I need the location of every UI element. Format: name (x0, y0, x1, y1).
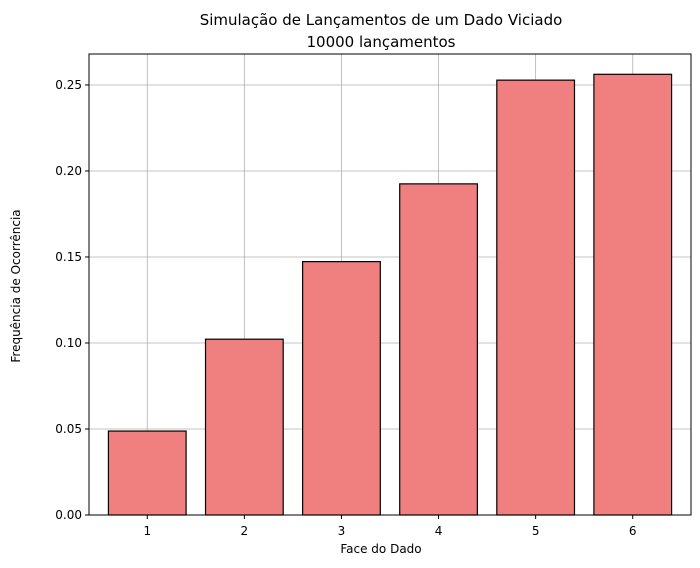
x-tick-label: 6 (629, 524, 637, 538)
y-tick-label: 0.10 (55, 336, 82, 350)
x-tick-label: 5 (532, 524, 540, 538)
x-tick-label: 4 (435, 524, 443, 538)
tick-layer: 1 2 3 4 5 6 0.00 0.05 0.10 0.15 0.20 0.25 (55, 78, 636, 538)
y-tick-label: 0.00 (55, 508, 82, 522)
chart-subtitle: 10000 lançamentos (306, 33, 455, 51)
bar-face-1 (107, 430, 187, 516)
x-tick-label: 1 (143, 524, 151, 538)
chart-title: Simulação de Lançamentos de um Dado Vici… (200, 11, 563, 29)
bar-face-5 (496, 79, 576, 516)
x-tick-label: 3 (338, 524, 346, 538)
bar-face-3 (302, 261, 381, 516)
y-tick-label: 0.20 (55, 164, 82, 178)
x-tick-label: 2 (241, 524, 249, 538)
y-tick-label: 0.15 (55, 250, 82, 264)
bar-face-2 (204, 338, 284, 516)
y-tick-label: 0.25 (55, 78, 82, 92)
x-axis-label: Face do Dado (340, 542, 421, 556)
bar-face-6 (593, 73, 673, 516)
y-axis-label: Frequência de Ocorrência (9, 209, 23, 362)
y-tick-label: 0.05 (55, 422, 82, 436)
bar-layer (107, 73, 673, 516)
plot-frame (88, 53, 692, 516)
bar-face-4 (399, 183, 478, 516)
